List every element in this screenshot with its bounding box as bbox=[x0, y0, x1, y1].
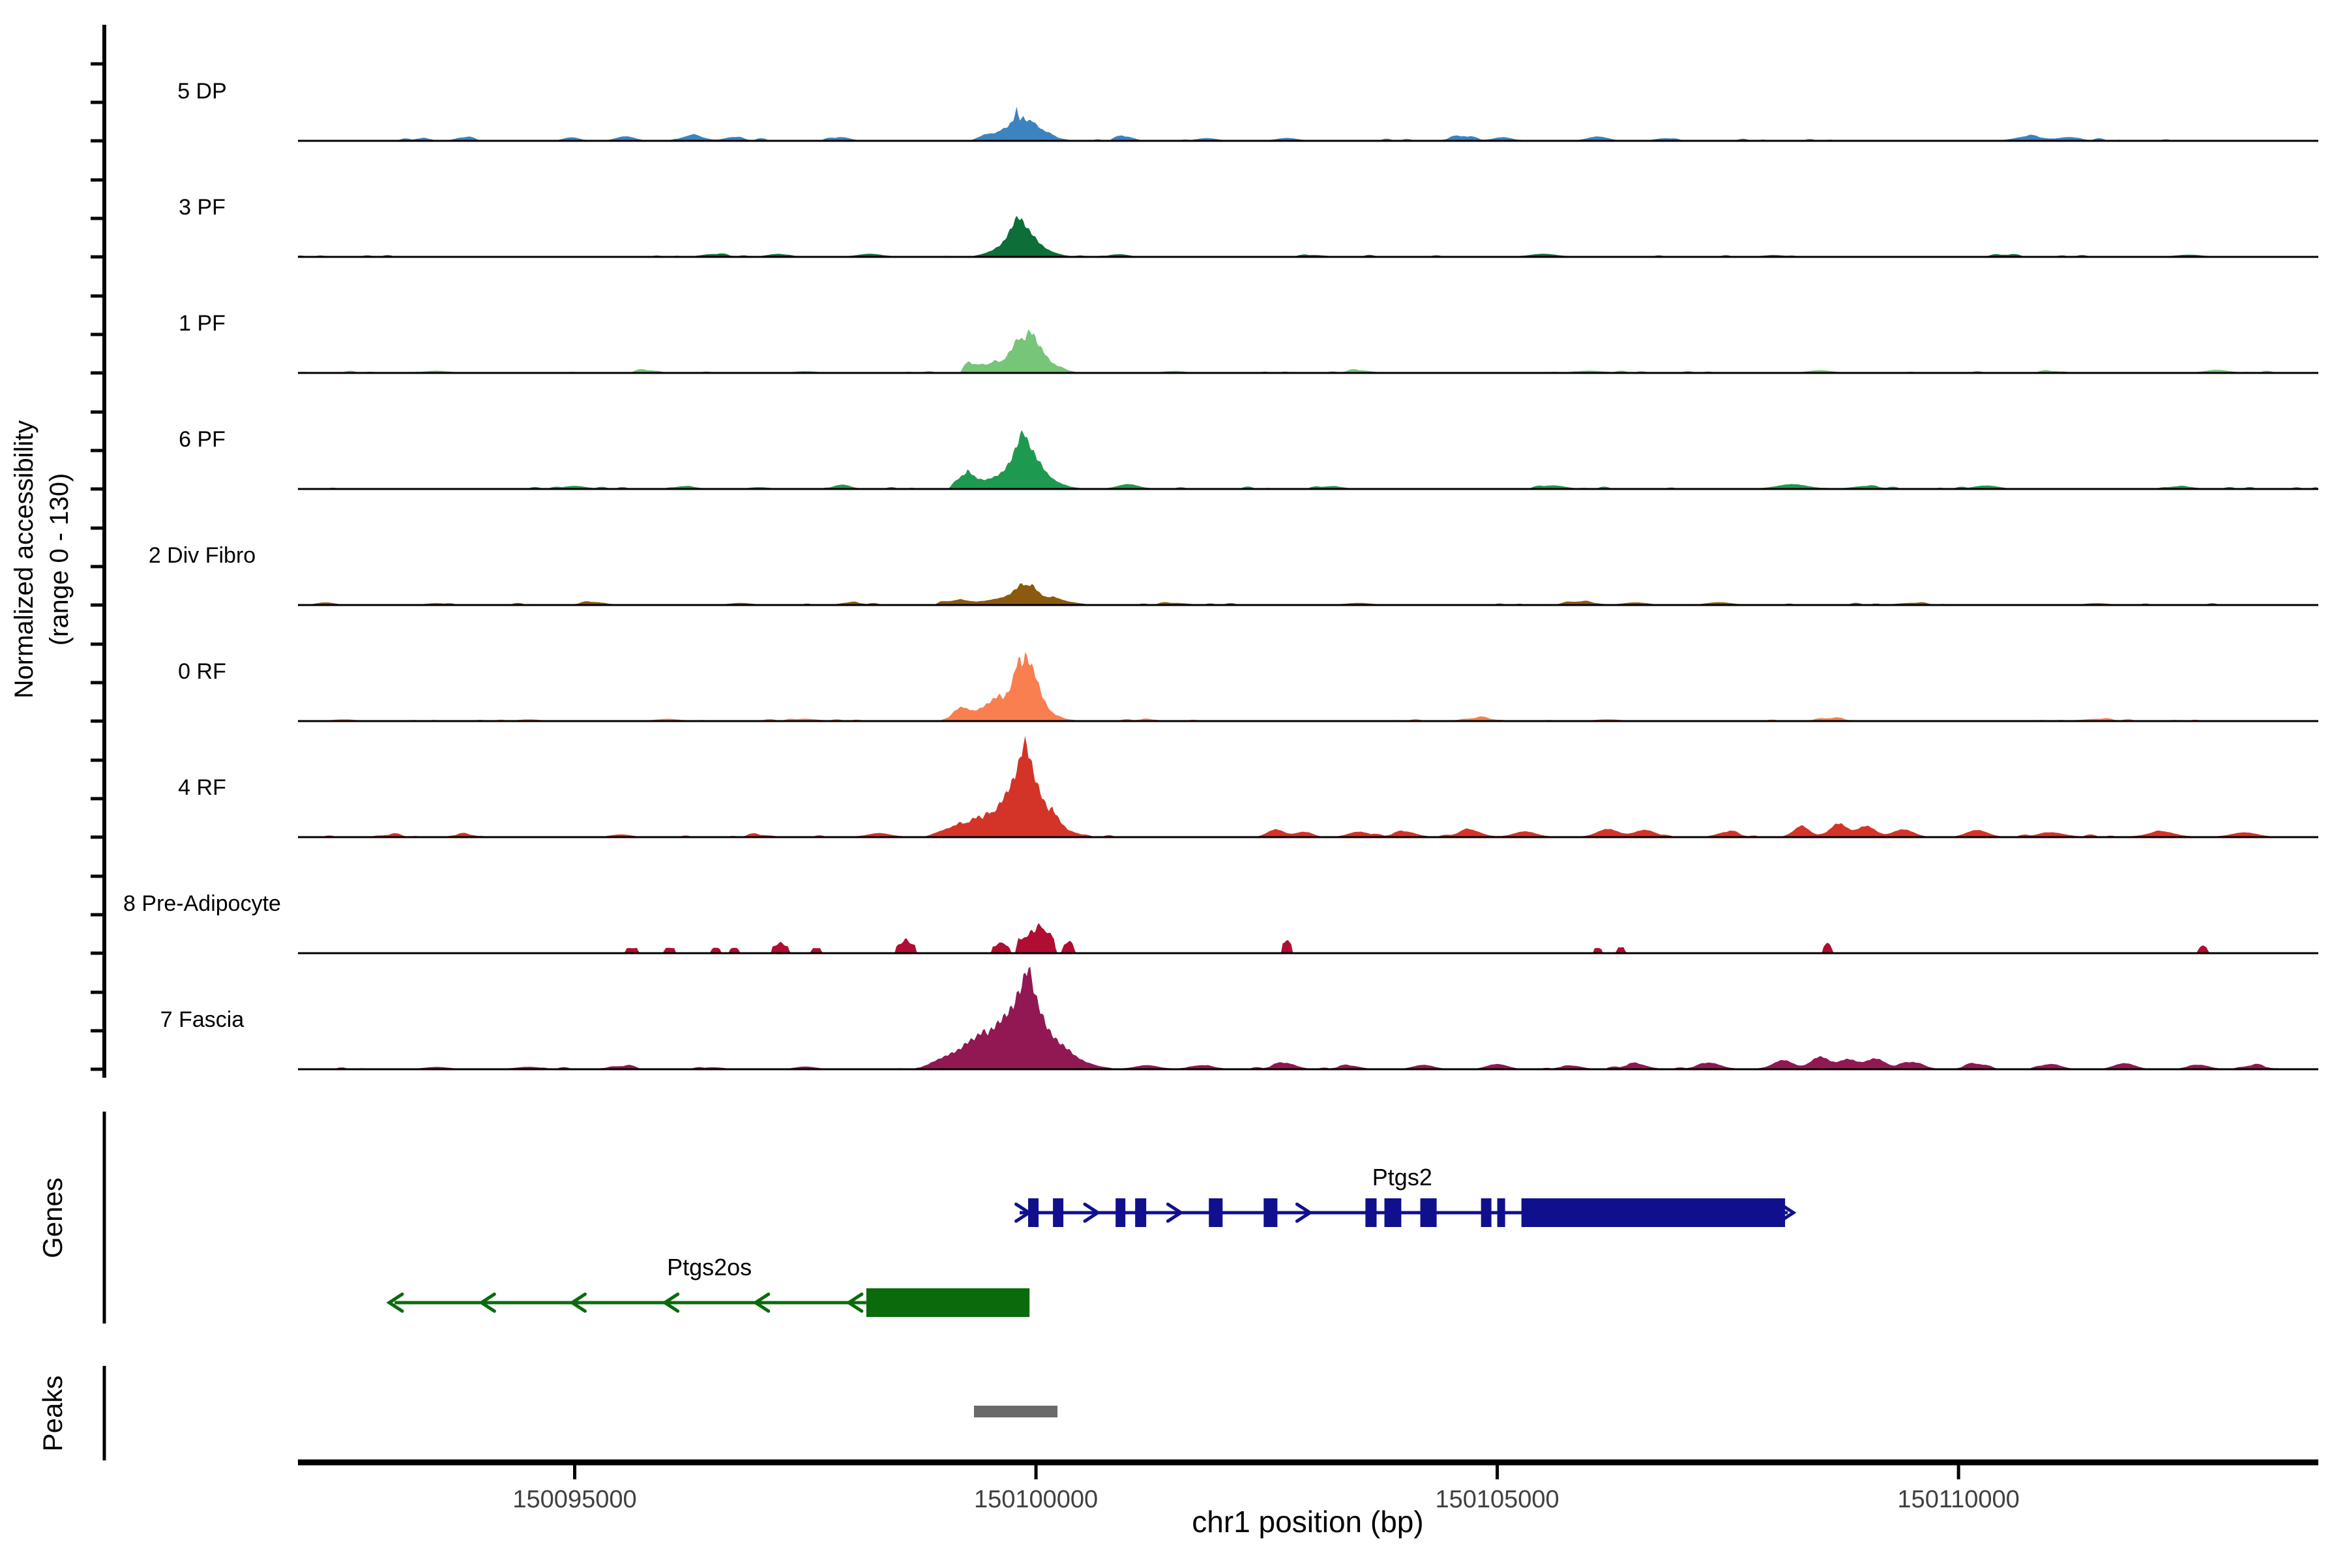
track-row: 6 PF bbox=[179, 427, 2318, 490]
gene-strand-arrow-icon bbox=[846, 1292, 864, 1313]
gene-model: Ptgs2 bbox=[1014, 1164, 1797, 1227]
gene-exon bbox=[866, 1288, 1030, 1317]
track-row: 1 PF bbox=[179, 311, 2318, 374]
track-label: 0 RF bbox=[178, 659, 226, 684]
track-label: 2 Div Fibro bbox=[149, 543, 256, 568]
gene-exon bbox=[1115, 1198, 1126, 1227]
gene-exon bbox=[1209, 1198, 1223, 1227]
gene-strand-arrow-icon bbox=[1166, 1202, 1184, 1223]
gene-strand-arrow-icon bbox=[568, 1292, 587, 1313]
gene-strand-arrow-icon bbox=[752, 1292, 771, 1313]
track-row: 4 RF bbox=[178, 735, 2318, 838]
gene-strand-arrow-icon bbox=[662, 1292, 680, 1313]
gene-strand-arrow-icon bbox=[386, 1292, 404, 1313]
track-label: 5 DP bbox=[177, 79, 227, 104]
x-axis-title: chr1 position (bp) bbox=[1192, 1505, 1423, 1539]
gene-exon bbox=[1135, 1198, 1147, 1227]
gene-label: Ptgs2 bbox=[1372, 1164, 1432, 1191]
gene-exon bbox=[1263, 1198, 1278, 1227]
track-row: 7 Fascia bbox=[160, 966, 2318, 1071]
x-tick-label: 150100000 bbox=[974, 1486, 1098, 1513]
peaks-section-label: Peaks bbox=[37, 1376, 68, 1452]
track-label: 3 PF bbox=[179, 195, 226, 220]
genes-section: Ptgs2 Ptgs2os bbox=[386, 1164, 1797, 1317]
track-row: 2 Div Fibro bbox=[149, 543, 2318, 606]
peaks-section bbox=[973, 1406, 1058, 1417]
track-label: 8 Pre-Adipocyte bbox=[123, 891, 281, 916]
track-label: 4 RF bbox=[178, 775, 226, 800]
track-signal bbox=[298, 923, 2318, 953]
y-axis-label-line1: Normalized accessibility bbox=[10, 421, 38, 699]
gene-label: Ptgs2os bbox=[667, 1254, 752, 1280]
track-row: 0 RF bbox=[178, 652, 2318, 722]
gene-exon bbox=[1053, 1198, 1064, 1227]
track-label: 1 PF bbox=[179, 311, 226, 336]
gene-strand-arrow-icon bbox=[478, 1292, 496, 1313]
track-signal bbox=[298, 329, 2318, 373]
x-tick-label: 150095000 bbox=[512, 1486, 636, 1513]
track-signal bbox=[298, 583, 2318, 605]
x-tick-label: 150110000 bbox=[1897, 1486, 2019, 1513]
track-signal bbox=[298, 652, 2318, 721]
gene-exon bbox=[1384, 1198, 1402, 1227]
track-signal bbox=[298, 966, 2318, 1069]
track-row: 5 DP bbox=[177, 79, 2318, 142]
track-row: 3 PF bbox=[179, 195, 2318, 258]
gene-strand-arrow-icon bbox=[1083, 1202, 1101, 1223]
gene-exon bbox=[1521, 1198, 1786, 1227]
gene-exon bbox=[1420, 1198, 1437, 1227]
x-tick-label: 150105000 bbox=[1435, 1486, 1559, 1513]
track-signal bbox=[298, 430, 2318, 489]
gene-exon bbox=[1028, 1198, 1039, 1227]
gene-exon bbox=[1481, 1198, 1492, 1227]
accessibility-tracks: 5 DP 3 PF 1 PF 6 PF 2 Div Fibro 0 RF 4 RF 8 Pre… bbox=[123, 79, 2318, 1071]
gene-model: Ptgs2os bbox=[386, 1254, 1030, 1317]
track-label: 7 Fascia bbox=[160, 1007, 244, 1032]
gene-exon bbox=[1365, 1198, 1377, 1227]
genomic-x-axis: 150095000 150100000 150105000 150110000 bbox=[298, 1459, 2318, 1513]
gene-strand-arrow-icon bbox=[1295, 1202, 1314, 1223]
accessibility-y-axis bbox=[91, 25, 106, 1078]
track-signal bbox=[298, 215, 2318, 257]
genes-section-label: Genes bbox=[37, 1177, 68, 1258]
track-label: 6 PF bbox=[179, 427, 226, 452]
track-signal bbox=[298, 106, 2318, 141]
peak-region-bar bbox=[973, 1406, 1058, 1417]
y-axis-label-line2: (range 0 - 130) bbox=[45, 473, 74, 646]
track-signal bbox=[298, 735, 2318, 837]
track-row: 8 Pre-Adipocyte bbox=[123, 891, 2318, 954]
gene-exon bbox=[1497, 1198, 1505, 1227]
